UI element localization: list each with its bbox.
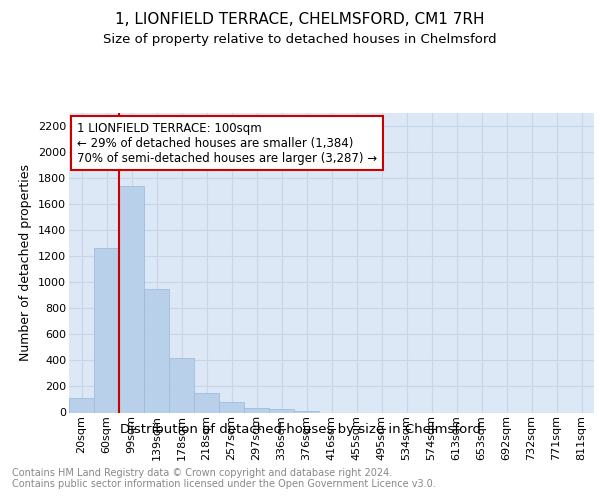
Y-axis label: Number of detached properties: Number of detached properties [19,164,32,361]
Bar [94,248,119,412]
Text: 1, LIONFIELD TERRACE, CHELMSFORD, CM1 7RH: 1, LIONFIELD TERRACE, CHELMSFORD, CM1 7R… [115,12,485,28]
Bar [194,393,219,412]
Bar [144,288,169,412]
Bar [294,411,319,412]
Bar [244,408,269,412]
Bar [269,409,294,412]
Bar [169,358,194,412]
Bar [219,402,244,412]
Bar [119,186,144,412]
Text: Size of property relative to detached houses in Chelmsford: Size of property relative to detached ho… [103,32,497,46]
Text: Distribution of detached houses by size in Chelmsford: Distribution of detached houses by size … [119,422,481,436]
Text: Contains HM Land Registry data © Crown copyright and database right 2024.
Contai: Contains HM Land Registry data © Crown c… [12,468,436,489]
Text: 1 LIONFIELD TERRACE: 100sqm
← 29% of detached houses are smaller (1,384)
70% of : 1 LIONFIELD TERRACE: 100sqm ← 29% of det… [77,122,377,164]
Bar [69,398,94,412]
